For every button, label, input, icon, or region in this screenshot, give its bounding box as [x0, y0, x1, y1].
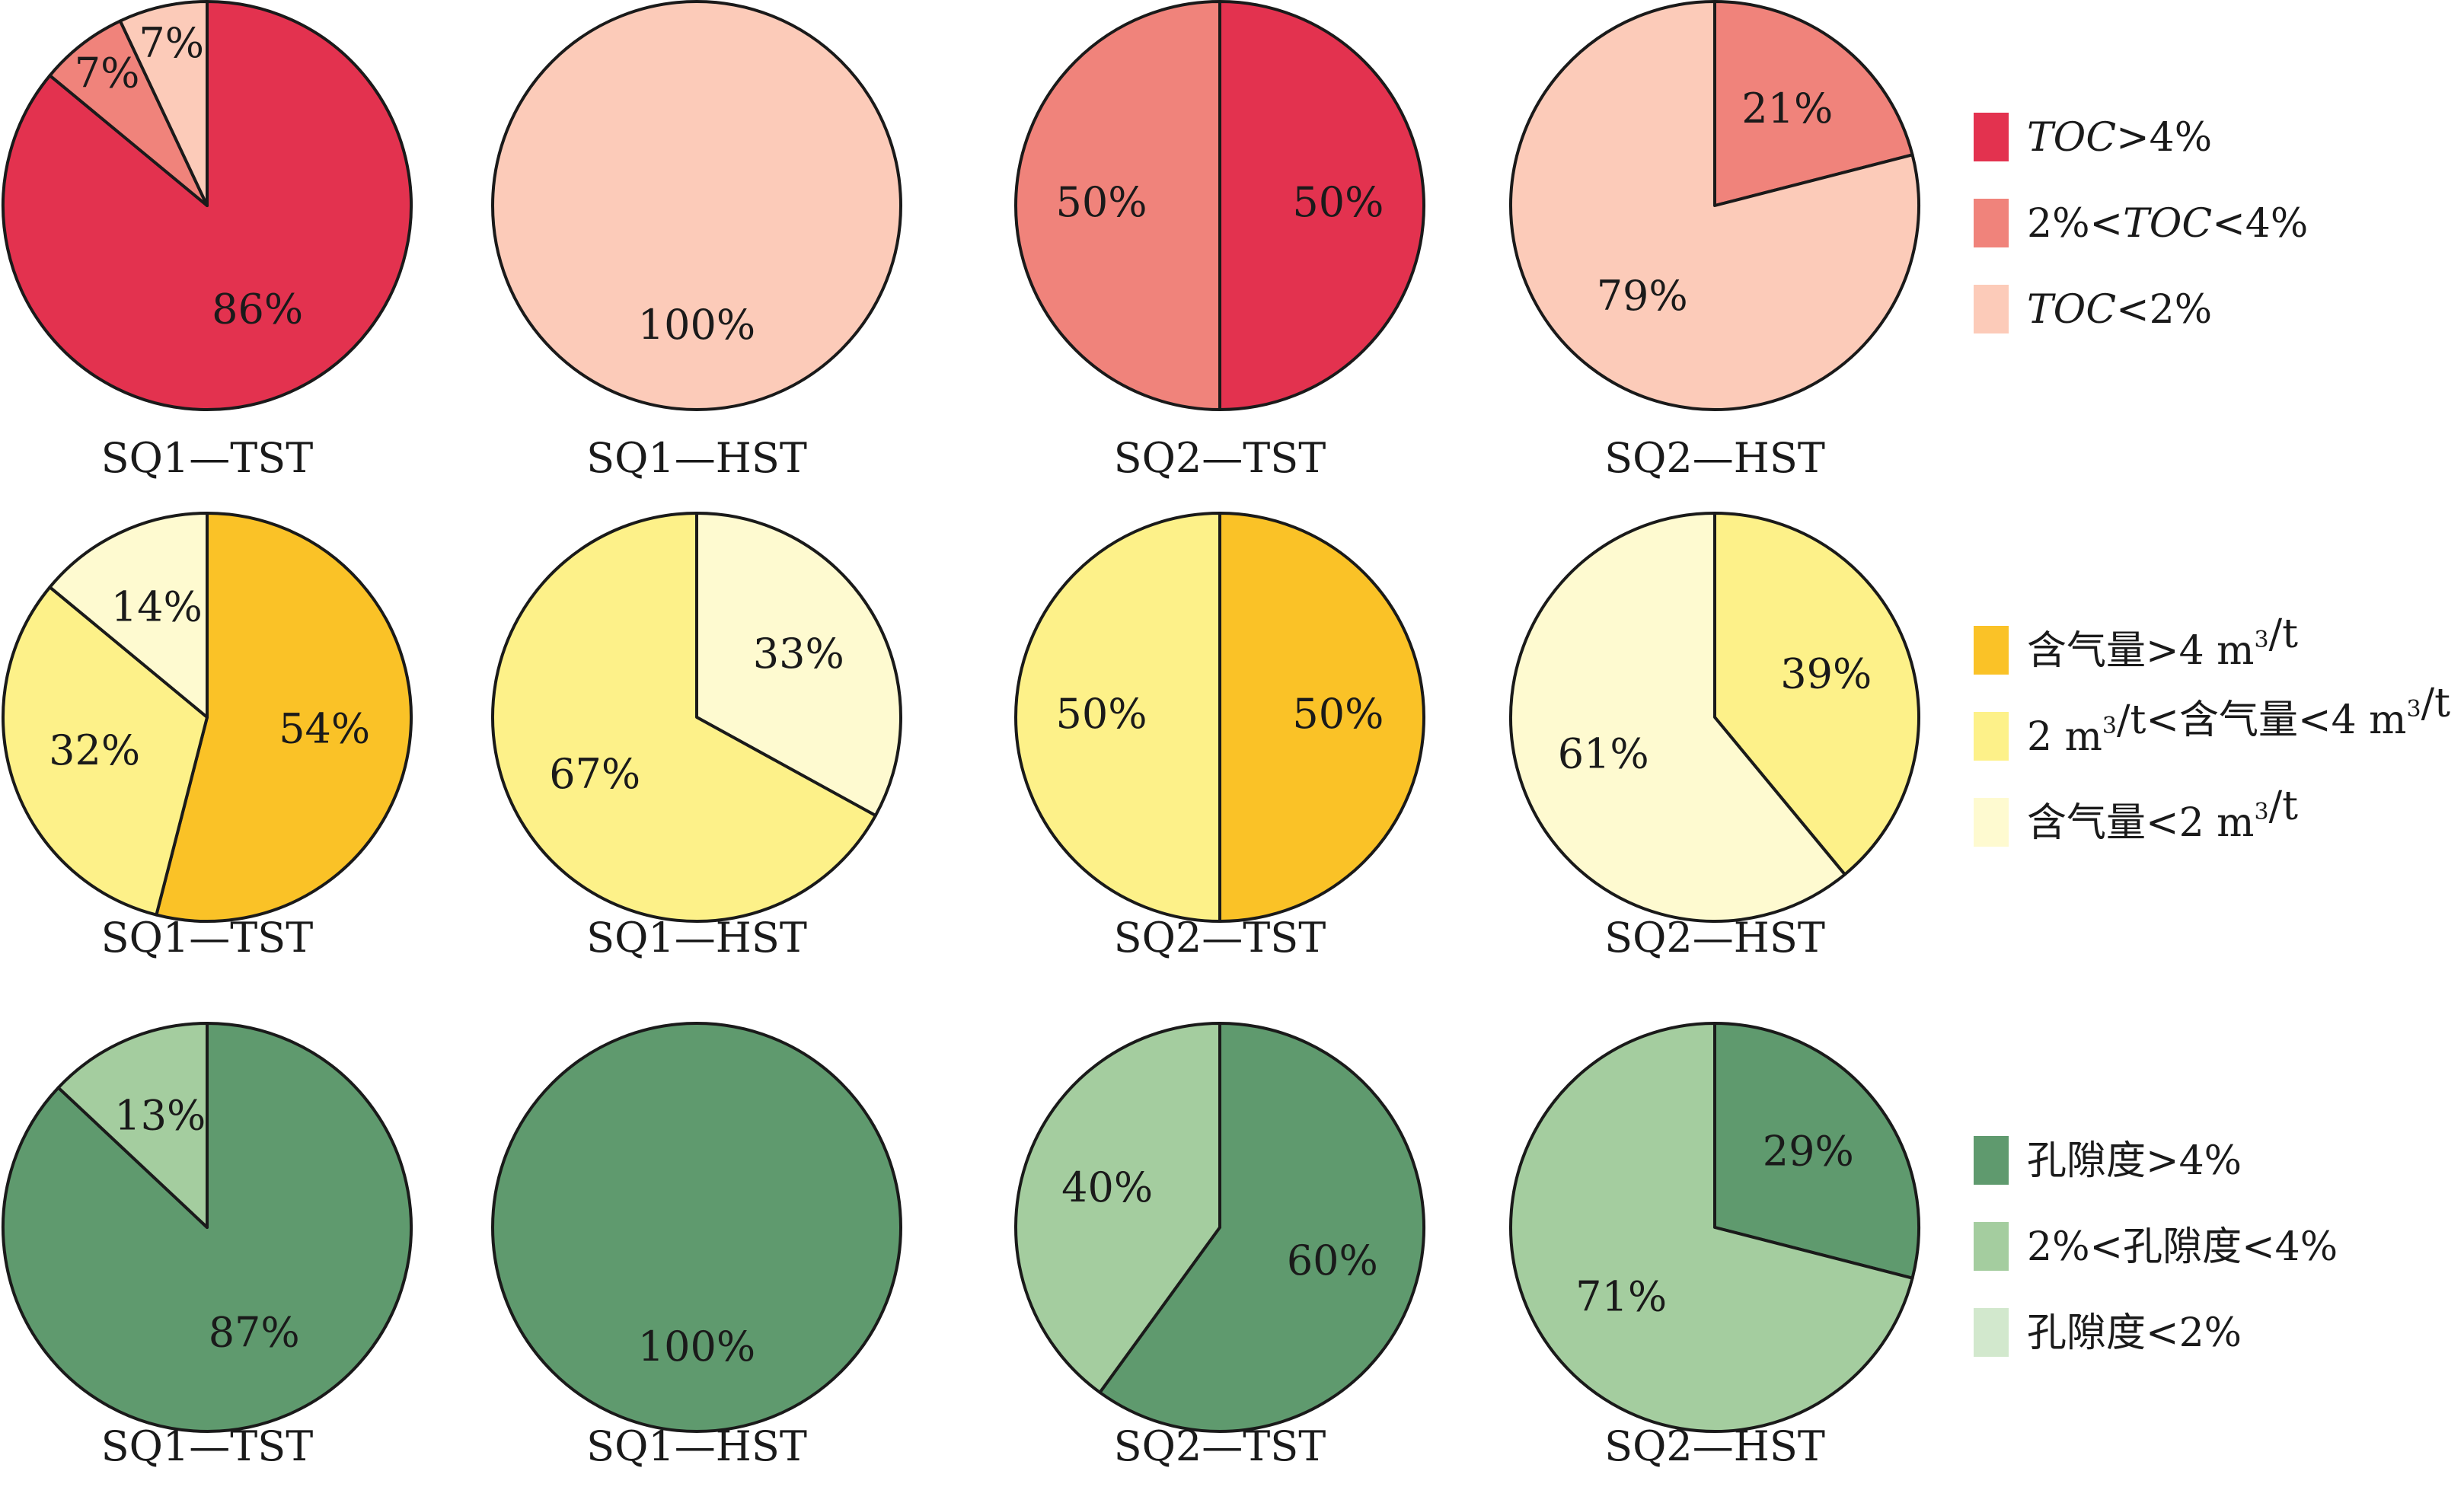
slice-label: 33%	[753, 630, 844, 678]
pie-slice	[1509, 1022, 1914, 1433]
slice-label: 61%	[1558, 730, 1649, 778]
slice-label: 14%	[111, 582, 203, 630]
pie-slice	[1713, 0, 1914, 207]
pie-caption: SQ1—HST	[586, 914, 807, 962]
slice-label: 7%	[139, 19, 204, 67]
pie-caption: SQ1—HST	[586, 1422, 807, 1470]
legend-label: 2 m3/t<含气量<4 m3/t	[2027, 681, 2450, 760]
pie-caption: SQ1—TST	[101, 1422, 314, 1470]
legend-swatch	[1974, 1136, 2009, 1185]
pie-2-2: 33% 67% SQ1—HST	[491, 512, 902, 962]
pie-slice	[1713, 512, 1920, 876]
slice-label: 87%	[209, 1309, 300, 1357]
pie-caption: SQ1—TST	[101, 914, 314, 962]
legend-label: 2%<TOC<4%	[2027, 201, 2308, 247]
pie-slice	[1218, 0, 1425, 411]
pie-3-1: 87% 13% SQ1—TST	[2, 1022, 413, 1470]
pie-caption: SQ1—HST	[586, 434, 807, 482]
slice-label: 7%	[75, 49, 140, 97]
legend-swatch	[1974, 712, 2009, 761]
slice-label: 54%	[279, 704, 370, 752]
slice-label: 50%	[1292, 690, 1384, 738]
pie-2-1: 54% 32% 14% SQ1—TST	[2, 512, 413, 962]
slice-label: 100%	[638, 1323, 755, 1371]
slice-label: 32%	[49, 726, 140, 774]
pie-caption: SQ1—TST	[101, 434, 314, 482]
pie-slice	[56, 1022, 209, 1229]
pie-slice	[48, 19, 209, 207]
pie-1-1: 86% 7%7% SQ1—TST	[2, 0, 413, 482]
pie-slice	[695, 512, 902, 818]
pie-caption: SQ2—TST	[1114, 914, 1326, 962]
pie-slice	[1098, 1022, 1425, 1433]
slice-label: 67%	[549, 750, 640, 798]
legend-swatch	[1974, 1222, 2009, 1271]
pie-slice	[1014, 1022, 1221, 1394]
slice-label: 39%	[1780, 649, 1872, 697]
pie-slice	[491, 512, 877, 923]
pie-1-3: 50% 50% SQ2—TST	[1014, 0, 1425, 482]
pie-slice	[491, 0, 902, 411]
legend-2: 含气量>4 m3/t 2 m3/t<含气量<4 m3/t 含气量<2 m3/t	[1974, 611, 2450, 847]
slice-label: 13%	[114, 1091, 206, 1139]
pie-slice	[1509, 0, 1920, 411]
legend-label: 2%<孔隙度<4%	[2027, 1224, 2338, 1270]
legend-1: TOC>4% 2%<TOC<4% TOC<2%	[1974, 113, 2308, 333]
pie-slice	[1014, 0, 1221, 411]
pie-slice	[118, 0, 209, 207]
pie-row-3: 87% 13% SQ1—TST 100% SQ1—HST 60% 40% SQ2—TST 29%…	[2, 1022, 2338, 1470]
slice-label: 29%	[1763, 1128, 1854, 1176]
pie-caption: SQ2—TST	[1114, 434, 1326, 482]
pie-caption: SQ2—HST	[1604, 434, 1825, 482]
pie-caption: SQ2—HST	[1604, 914, 1825, 962]
slice-label: 40%	[1061, 1163, 1153, 1211]
slice-label: 50%	[1056, 178, 1147, 226]
pie-3-4: 29% 71% SQ2—HST	[1509, 1022, 1920, 1470]
slice-label: 60%	[1287, 1237, 1378, 1284]
legend-swatch	[1974, 626, 2009, 675]
pie-1-4: 21% 79% SQ2—HST	[1509, 0, 1920, 482]
pie-row-1: 86% 7%7% SQ1—TST 100% SQ1—HST 50% 50% SQ2—TST 21…	[2, 0, 2308, 482]
pie-3-3: 60% 40% SQ2—TST	[1014, 1022, 1425, 1470]
legend-label: TOC<2%	[2027, 287, 2212, 333]
legend-label: 含气量<2 m3/t	[2027, 783, 2298, 846]
pie-slice	[1713, 1022, 1920, 1280]
legend-swatch	[1974, 798, 2009, 847]
slice-label: 71%	[1575, 1272, 1667, 1320]
legend-swatch	[1974, 1308, 2009, 1357]
pie-2-3: 50% 50% SQ2—TST	[1014, 512, 1425, 962]
legend-swatch	[1974, 199, 2009, 247]
slice-label: 100%	[638, 301, 755, 349]
legend-label: 含气量>4 m3/t	[2027, 611, 2298, 674]
pie-caption: SQ2—TST	[1114, 1422, 1326, 1470]
legend-label: 孔隙度>4%	[2027, 1138, 2242, 1184]
slice-label: 86%	[212, 286, 303, 333]
slice-label: 50%	[1292, 178, 1384, 226]
pie-slice	[2, 586, 209, 917]
pie-1-2: 100% SQ1—HST	[491, 0, 902, 482]
pie-row-2: 54% 32% 14% SQ1—TST 33% 67% SQ1—HST 50% 50% SQ2—T…	[2, 512, 2450, 962]
pie-2-4: 39% 61% SQ2—HST	[1509, 512, 1920, 962]
pie-caption: SQ2—HST	[1604, 1422, 1825, 1470]
pie-slice	[1014, 512, 1221, 923]
legend-3: 孔隙度>4% 2%<孔隙度<4% 孔隙度<2%	[1974, 1136, 2338, 1357]
pie-slice	[48, 512, 209, 719]
legend-swatch	[1974, 113, 2009, 161]
pie-3-2: 100% SQ1—HST	[491, 1022, 902, 1470]
slice-label: 50%	[1056, 690, 1147, 738]
legend-label: 孔隙度<2%	[2027, 1310, 2242, 1356]
pie-slice	[1218, 512, 1425, 923]
slice-label: 79%	[1597, 272, 1688, 320]
pie-slice	[1509, 512, 1846, 923]
legend-swatch	[1974, 285, 2009, 333]
slice-label: 21%	[1741, 85, 1833, 132]
pie-slice	[491, 1022, 902, 1433]
pie-slice	[155, 512, 413, 923]
legend-label: TOC>4%	[2027, 115, 2212, 161]
